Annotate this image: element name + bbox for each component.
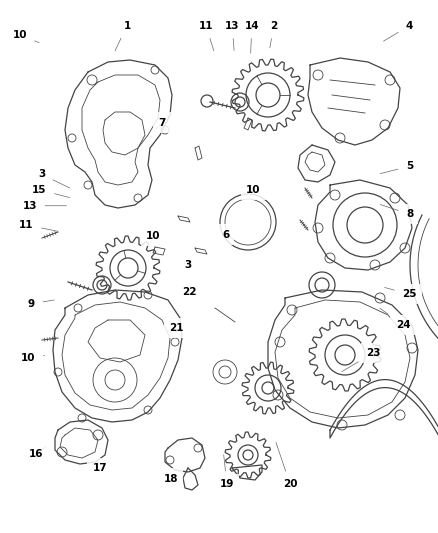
Text: 4: 4 — [383, 21, 413, 41]
Text: 19: 19 — [220, 455, 234, 489]
Text: 9: 9 — [28, 299, 54, 309]
Text: 13: 13 — [225, 21, 240, 51]
Text: 3: 3 — [38, 169, 70, 188]
Text: 16: 16 — [28, 447, 46, 459]
Text: 10: 10 — [146, 231, 161, 240]
Text: 7: 7 — [156, 118, 166, 128]
Text: 8: 8 — [380, 205, 413, 219]
Text: 3: 3 — [184, 261, 192, 270]
Text: 10: 10 — [246, 185, 261, 195]
Text: 25: 25 — [385, 287, 417, 299]
Text: 14: 14 — [244, 21, 259, 53]
Text: 2: 2 — [270, 21, 277, 48]
Text: 18: 18 — [163, 472, 178, 483]
Text: 24: 24 — [380, 308, 410, 330]
Text: 5: 5 — [380, 161, 413, 174]
Text: 10: 10 — [21, 353, 45, 363]
Text: 17: 17 — [92, 461, 107, 473]
Text: 10: 10 — [12, 30, 39, 43]
Text: 22: 22 — [182, 287, 197, 297]
Text: 11: 11 — [198, 21, 214, 51]
Text: 15: 15 — [32, 185, 70, 198]
Text: 11: 11 — [19, 220, 58, 231]
Text: 23: 23 — [342, 348, 381, 372]
Text: 6: 6 — [222, 230, 229, 239]
Text: 20: 20 — [276, 442, 297, 489]
Text: 21: 21 — [169, 323, 184, 333]
Text: 1: 1 — [115, 21, 131, 51]
Text: 13: 13 — [22, 201, 67, 211]
